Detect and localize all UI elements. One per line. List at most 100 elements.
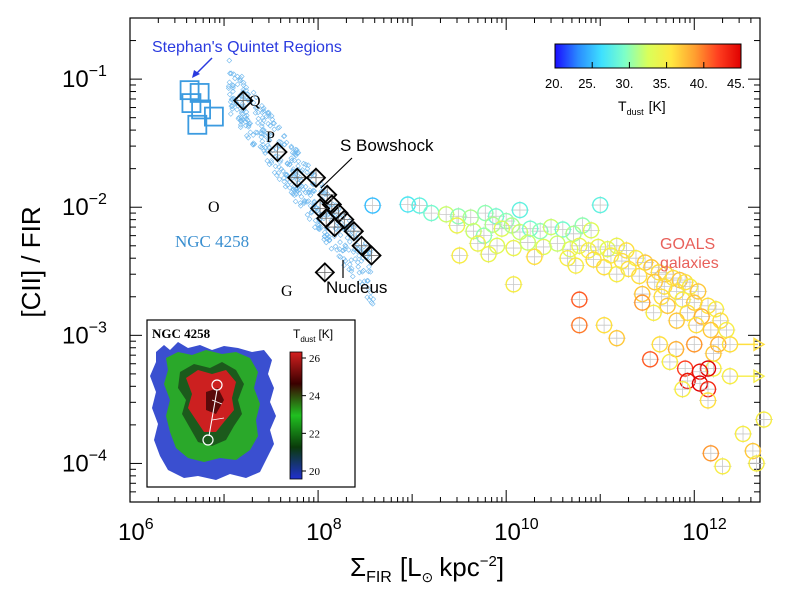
cloud-point <box>312 224 318 231</box>
goals-point <box>714 458 731 475</box>
cloud-point <box>361 278 368 285</box>
cloud-point <box>321 215 327 222</box>
cloud-point <box>354 242 361 249</box>
colorbar-tick-label: 35. <box>653 76 671 91</box>
goals-series <box>363 195 773 476</box>
cloud-point <box>328 245 335 252</box>
goals-point <box>668 312 685 329</box>
cloud-point <box>260 142 266 148</box>
cloud-point <box>306 216 313 222</box>
cloud-point <box>244 132 250 139</box>
cloud-point <box>255 120 261 126</box>
cloud-point <box>337 232 344 238</box>
inset-colorbar-tick-label: 22 <box>309 428 320 440</box>
cloud-point <box>262 150 268 156</box>
region-label-p: P <box>266 129 275 146</box>
cloud-point <box>234 81 241 88</box>
goals-point <box>519 234 537 251</box>
cloud-point <box>253 129 259 136</box>
cloud-point <box>254 104 260 111</box>
goals-point <box>642 351 659 368</box>
sq-point <box>191 99 211 120</box>
cloud-point <box>258 130 265 137</box>
cloud-point <box>237 77 243 83</box>
inset-colorbar <box>289 351 303 480</box>
cloud-point <box>301 197 308 204</box>
cloud-point <box>276 176 283 183</box>
cloud-point <box>293 147 300 153</box>
cloud-point <box>243 87 249 94</box>
cloud-point <box>282 183 289 190</box>
goals-point <box>462 209 479 226</box>
cloud-point <box>280 133 287 140</box>
cloud-point <box>269 116 276 123</box>
cloud-point <box>309 181 316 187</box>
cloud-point <box>291 192 298 199</box>
cloud-point <box>227 111 234 117</box>
cloud-point <box>270 120 277 126</box>
cloud-point <box>239 111 246 117</box>
axis-ticks <box>129 18 761 503</box>
x-tick-label: 108 <box>306 516 342 546</box>
bowshock-pointer <box>320 157 353 189</box>
ngc-point <box>316 184 338 206</box>
cloud-point <box>305 162 312 169</box>
ngc-point <box>314 262 336 283</box>
cloud-point <box>289 149 296 156</box>
colorbar-label: Tdust [K] <box>618 98 666 117</box>
cloud-point <box>268 113 275 119</box>
cloud-point <box>367 269 374 275</box>
cloud-point <box>301 199 308 205</box>
cloud-point <box>266 136 272 143</box>
cloud-point <box>304 199 310 205</box>
cloud-point <box>369 301 376 307</box>
cloud-point <box>340 247 347 254</box>
cloud-point <box>275 125 281 131</box>
cloud-point <box>316 222 322 229</box>
cloud-point <box>342 258 349 264</box>
cloud-point <box>260 106 266 113</box>
cloud-point <box>271 126 278 133</box>
cloud-point <box>284 161 291 167</box>
cloud-point <box>238 122 244 128</box>
cloud-point <box>272 163 279 170</box>
cloud-point <box>232 75 238 82</box>
goals-point <box>608 237 625 254</box>
cloud-point <box>287 184 293 191</box>
cloud-point <box>239 101 246 107</box>
cloud-point <box>296 190 303 197</box>
cloud-point <box>268 132 274 139</box>
cloud-point <box>238 73 245 80</box>
goals-point <box>531 222 549 240</box>
cloud-point <box>309 170 315 177</box>
cloud-point <box>260 117 267 124</box>
cloud-point <box>342 242 348 249</box>
goals-point <box>661 353 679 371</box>
colorbar-tick-label: 20. <box>545 76 563 91</box>
y-tick-label: 10−4 <box>62 447 107 477</box>
cloud-point <box>297 200 304 206</box>
y-axis-label: [CII] / FIR <box>16 206 46 317</box>
cloud-point <box>288 143 295 150</box>
cloud-point <box>304 165 311 172</box>
goals-point <box>585 251 602 268</box>
goals-point <box>653 288 670 305</box>
cloud-point <box>304 211 311 218</box>
cloud-point <box>359 269 366 275</box>
cloud-point <box>266 144 272 151</box>
cloud-point <box>358 247 364 253</box>
goals-point <box>674 380 691 398</box>
goals-point <box>562 241 579 258</box>
cloud-point <box>225 85 232 92</box>
cloud-point <box>293 191 300 197</box>
cloud-point <box>280 168 286 174</box>
goals-point <box>595 316 613 334</box>
cloud-point <box>254 129 261 136</box>
ngc-point <box>343 220 365 242</box>
cloud-point <box>346 261 353 268</box>
goals-point <box>469 235 487 252</box>
region-label-q: Q <box>249 93 261 110</box>
colorbar-tick-label: 25. <box>578 76 596 91</box>
cloud-point <box>246 120 253 127</box>
